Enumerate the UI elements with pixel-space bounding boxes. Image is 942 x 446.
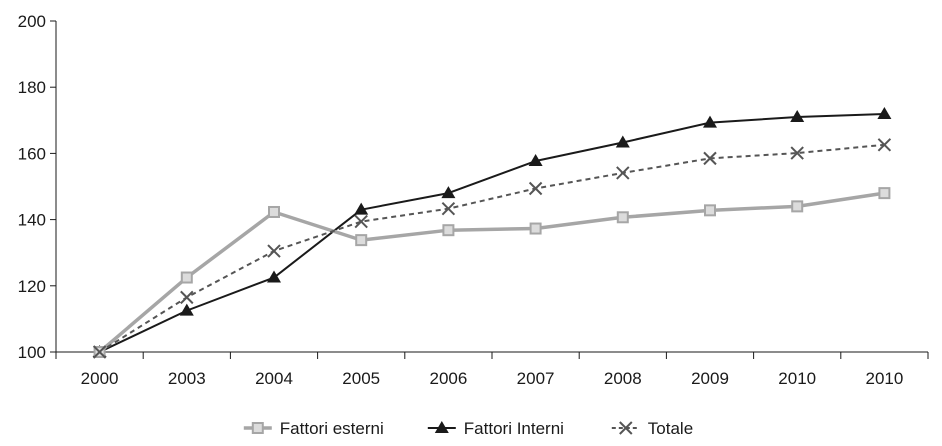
data-point bbox=[442, 224, 455, 237]
data-point bbox=[180, 290, 194, 305]
y-tick-label: 160 bbox=[18, 144, 46, 163]
data-point bbox=[703, 151, 717, 166]
legend-item: Fattori Interni bbox=[427, 419, 564, 438]
x-tick-label: 2007 bbox=[517, 369, 555, 388]
x-tick-label: 2004 bbox=[255, 369, 293, 388]
legend-item: Totale bbox=[611, 419, 693, 438]
x-tick-label: 2010 bbox=[778, 369, 816, 388]
x-tick-label: 2003 bbox=[168, 369, 206, 388]
data-point bbox=[877, 107, 892, 120]
data-point bbox=[877, 138, 892, 152]
data-point bbox=[616, 166, 630, 180]
legend: Fattori esterni Fattori Interni Totale bbox=[243, 419, 693, 438]
data-point bbox=[790, 146, 804, 160]
data-point bbox=[615, 135, 630, 148]
data-point bbox=[703, 115, 717, 128]
y-tick-label: 120 bbox=[18, 277, 46, 296]
legend-marker bbox=[434, 421, 449, 433]
data-point bbox=[441, 201, 456, 216]
data-point bbox=[878, 187, 891, 200]
data-point bbox=[355, 234, 368, 247]
series-layer bbox=[92, 107, 892, 359]
y-tick-label: 140 bbox=[18, 211, 46, 230]
legend-marker bbox=[251, 422, 264, 434]
data-point bbox=[268, 205, 280, 218]
legend-marker bbox=[619, 421, 633, 435]
axes: 100 120 140 160 180 200 2000 2003 2004 2005 2006 20… bbox=[18, 12, 929, 388]
data-point bbox=[354, 202, 369, 215]
y-tick-label: 180 bbox=[18, 78, 46, 97]
data-point bbox=[791, 200, 804, 213]
data-point bbox=[528, 181, 543, 196]
data-point bbox=[704, 204, 716, 217]
series-line bbox=[99, 113, 885, 353]
data-point bbox=[92, 345, 107, 359]
data-point bbox=[267, 270, 281, 283]
data-point bbox=[179, 303, 194, 316]
data-point bbox=[529, 222, 542, 235]
data-point bbox=[180, 271, 193, 284]
legend-item: Fattori esterni bbox=[243, 419, 384, 438]
legend-label: Totale bbox=[648, 419, 693, 438]
data-point bbox=[528, 154, 543, 167]
series-line bbox=[99, 143, 885, 353]
legend-label: Fattori esterni bbox=[280, 419, 384, 438]
legend-label: Fattori Interni bbox=[464, 419, 564, 438]
x-tick-label: 2009 bbox=[691, 369, 729, 388]
data-point bbox=[790, 109, 805, 122]
series-line bbox=[98, 191, 885, 354]
data-point bbox=[267, 244, 281, 258]
x-tick-label: 2008 bbox=[604, 369, 642, 388]
x-tick-label: 2005 bbox=[342, 369, 380, 388]
x-tick-label: 2006 bbox=[429, 369, 467, 388]
y-tick-label: 100 bbox=[18, 343, 46, 362]
x-tick-label: 2000 bbox=[81, 369, 119, 388]
data-point bbox=[354, 214, 368, 229]
x-tick-label: 2010 bbox=[865, 369, 903, 388]
data-point bbox=[441, 186, 456, 199]
y-tick-label: 200 bbox=[18, 12, 46, 31]
data-point bbox=[616, 211, 629, 224]
